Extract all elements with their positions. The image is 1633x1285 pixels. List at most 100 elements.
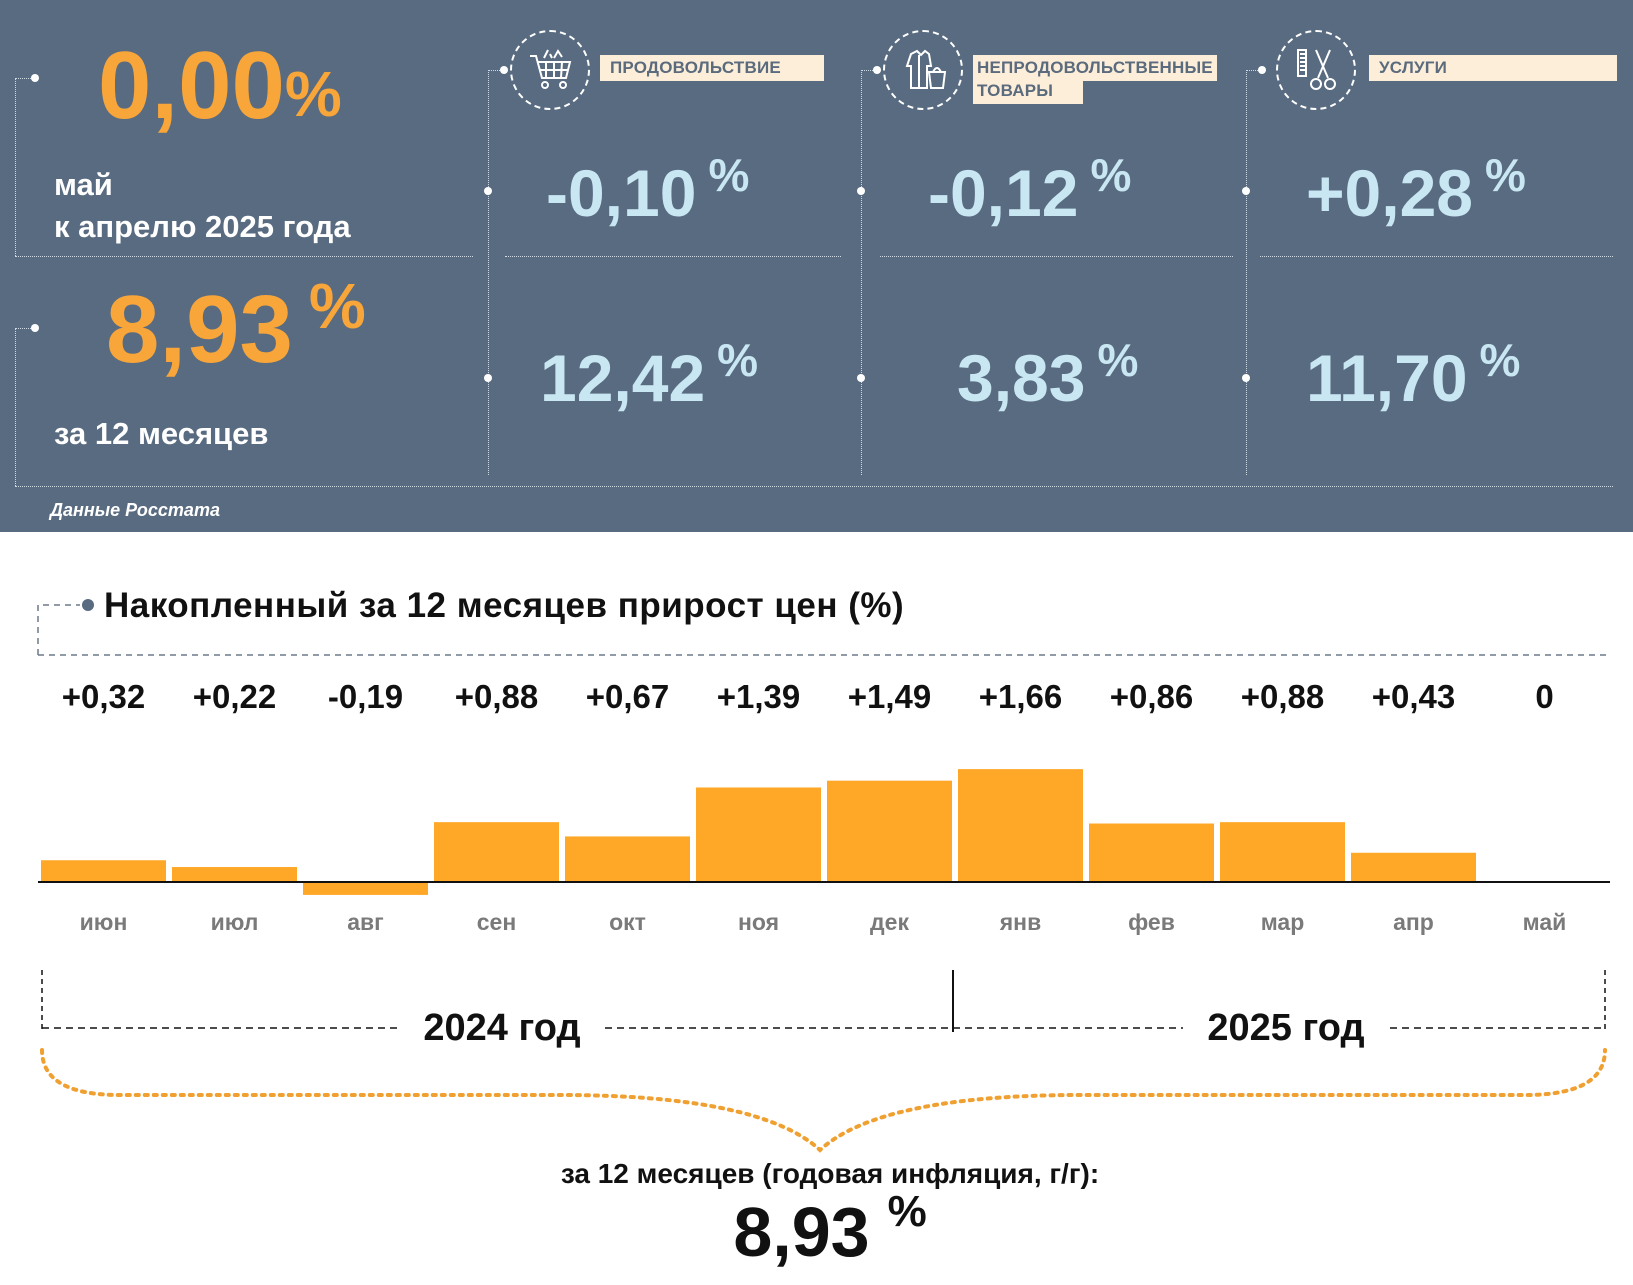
connector-line: [1246, 70, 1262, 71]
month-label-line1: май: [54, 167, 113, 202]
percent-sign: %: [284, 58, 342, 130]
shopping-cart-icon: [530, 49, 572, 89]
column-divider: [488, 70, 489, 475]
bar-сен: [434, 822, 559, 882]
monthly-inflation-chart: Накопленный за 12 месяцев прирост цен (%…: [37, 586, 1610, 1271]
percent-sign: %: [717, 334, 759, 386]
percent-sign: %: [1090, 149, 1132, 201]
connector-line: [15, 328, 16, 486]
divider-line: [1260, 256, 1613, 257]
column-divider: [1246, 70, 1247, 475]
connector-dot: [857, 187, 865, 195]
bar-ноя: [696, 787, 821, 882]
value-label-апр: +0,43: [1372, 678, 1456, 715]
category-label-services: УСЛУГИ: [1369, 55, 1617, 81]
year-label-2025: 2025 год: [1207, 1007, 1364, 1049]
value-label-июн: +0,32: [62, 678, 146, 715]
value-label-май: 0: [1535, 678, 1553, 715]
bar-дек: [827, 780, 952, 882]
food-month-number: -0,10: [546, 156, 697, 230]
total-number: 8,93: [733, 1193, 869, 1271]
month-change-value: 0,00%: [98, 38, 342, 134]
month-label-окт: окт: [609, 909, 646, 935]
connector-dot: [484, 374, 492, 382]
total-brace: [40, 1048, 1607, 1153]
percent-sign: %: [708, 149, 750, 201]
category-label-nonfood-line2: ТОВАРЫ: [973, 81, 1083, 104]
value-label-фев: +0,86: [1110, 678, 1194, 715]
connector-dot: [873, 66, 881, 74]
category-label-food: ПРОДОВОЛЬСТВИЕ: [600, 55, 824, 81]
chart-title: Накопленный за 12 месяцев прирост цен (%…: [104, 586, 904, 625]
connector-dot: [1242, 374, 1250, 382]
value-label-мар: +0,88: [1241, 678, 1325, 715]
month-label-июл: июл: [211, 909, 259, 935]
clothing-bag-icon: [905, 49, 947, 89]
divider-line: [15, 256, 473, 257]
month-label-фев: фев: [1128, 909, 1175, 935]
services-year-number: 11,70: [1306, 341, 1468, 415]
value-label-ноя: +1,39: [717, 678, 801, 715]
title-connector: [37, 604, 80, 655]
month-label: май к апрелю 2025 года: [54, 164, 351, 248]
connector-dot: [1242, 187, 1250, 195]
month-change-number: 0,00: [98, 32, 285, 139]
divider-line: [505, 256, 841, 257]
bar-янв: [958, 769, 1083, 882]
nonfood-month-number: -0,12: [928, 156, 1079, 230]
month-label-дек: дек: [870, 909, 909, 935]
connector-dot: [31, 74, 39, 82]
value-label-июл: +0,22: [193, 678, 277, 715]
connector-line: [861, 70, 877, 71]
bar-окт: [565, 836, 690, 882]
nonfood-year-value: 3,83%: [957, 337, 1138, 411]
value-label-авг: -0,19: [328, 678, 403, 715]
divider-line: [880, 256, 1233, 257]
month-label-сен: сен: [477, 909, 516, 935]
connector-line: [15, 78, 35, 79]
month-label-авг: авг: [347, 909, 384, 935]
food-year-value: 12,42%: [540, 337, 758, 411]
source-note: Данные Росстата: [50, 500, 220, 520]
comb-scissors-icon: [1297, 49, 1336, 90]
month-label-май: май: [1523, 909, 1567, 935]
connector-dot: [31, 324, 39, 332]
year-change-value: 8,93%: [106, 274, 366, 378]
bar-мар: [1220, 822, 1345, 882]
connector-line: [15, 78, 16, 256]
total-value: 8,93%: [733, 1187, 926, 1271]
total-unit: %: [888, 1187, 927, 1236]
category-label-nonfood-line1: НЕПРОДОВОЛЬСТВЕННЫЕ: [973, 55, 1217, 81]
category-label-nonfood: НЕПРОДОВОЛЬСТВЕННЫЕ ТОВАРЫ: [973, 55, 1235, 104]
year-label-2024: 2024 год: [423, 1007, 580, 1049]
value-label-янв: +1,66: [979, 678, 1063, 715]
value-label-сен: +0,88: [455, 678, 539, 715]
bar-апр: [1351, 852, 1476, 882]
bar-фев: [1089, 823, 1214, 882]
month-label-ноя: ноя: [738, 909, 779, 935]
percent-sign: %: [1479, 334, 1521, 386]
summary-panel: 0,00% май к апрелю 2025 года 8,93% за 12…: [0, 0, 1633, 532]
title-bullet: [82, 599, 94, 611]
connector-dot: [857, 374, 865, 382]
bar-июн: [41, 860, 166, 882]
divider-line: [15, 486, 1613, 487]
food-year-number: 12,42: [540, 341, 706, 415]
services-month-number: +0,28: [1306, 156, 1473, 230]
nonfood-year-number: 3,83: [957, 341, 1086, 415]
services-icon-circle: [1276, 30, 1356, 110]
percent-sign: %: [308, 270, 366, 342]
nonfood-icon-circle: [883, 30, 963, 110]
year-change-number: 8,93: [106, 276, 293, 383]
connector-dot: [1258, 66, 1266, 74]
column-divider: [861, 70, 862, 475]
month-label-мар: мар: [1261, 909, 1305, 935]
bar-июл: [172, 867, 297, 882]
connector-line: [15, 328, 35, 329]
services-month-value: +0,28%: [1306, 152, 1526, 226]
bar-авг: [303, 882, 428, 895]
percent-sign: %: [1485, 149, 1526, 201]
month-label-апр: апр: [1393, 909, 1434, 935]
month-label-янв: янв: [999, 909, 1041, 935]
year-label: за 12 месяцев: [54, 416, 269, 451]
